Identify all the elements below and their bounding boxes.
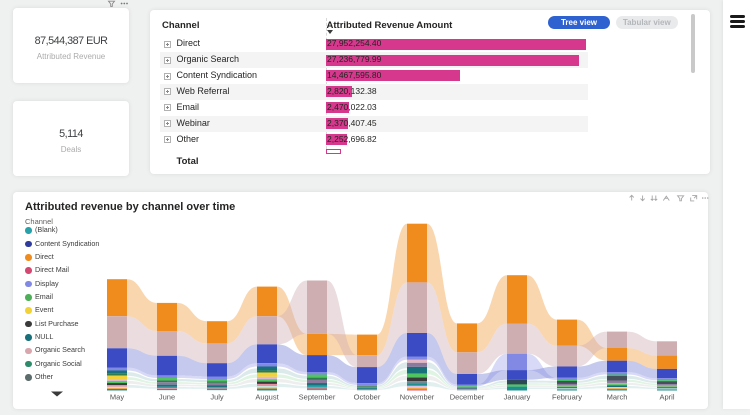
svg-text:September: September (299, 393, 336, 402)
svg-text:May: May (110, 393, 124, 402)
svg-text:August: August (255, 393, 279, 402)
svg-text:January: January (504, 393, 531, 402)
svg-text:March: March (607, 393, 628, 402)
svg-text:December: December (450, 393, 485, 402)
svg-text:June: June (159, 393, 175, 402)
svg-text:July: July (210, 393, 224, 402)
svg-text:November: November (400, 393, 435, 402)
svg-text:February: February (552, 393, 582, 402)
svg-text:April: April (659, 393, 674, 402)
svg-text:October: October (354, 393, 381, 402)
